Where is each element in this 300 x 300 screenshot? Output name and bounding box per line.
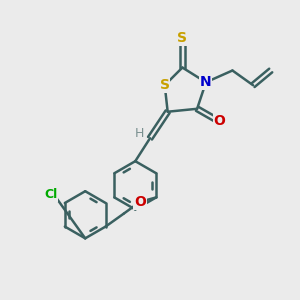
Text: O: O [134, 195, 146, 209]
Text: H: H [135, 127, 144, 140]
Text: Cl: Cl [44, 188, 57, 201]
Text: S: S [177, 31, 188, 45]
Text: S: S [160, 78, 170, 92]
Text: N: N [200, 75, 212, 89]
Text: O: O [213, 114, 225, 128]
